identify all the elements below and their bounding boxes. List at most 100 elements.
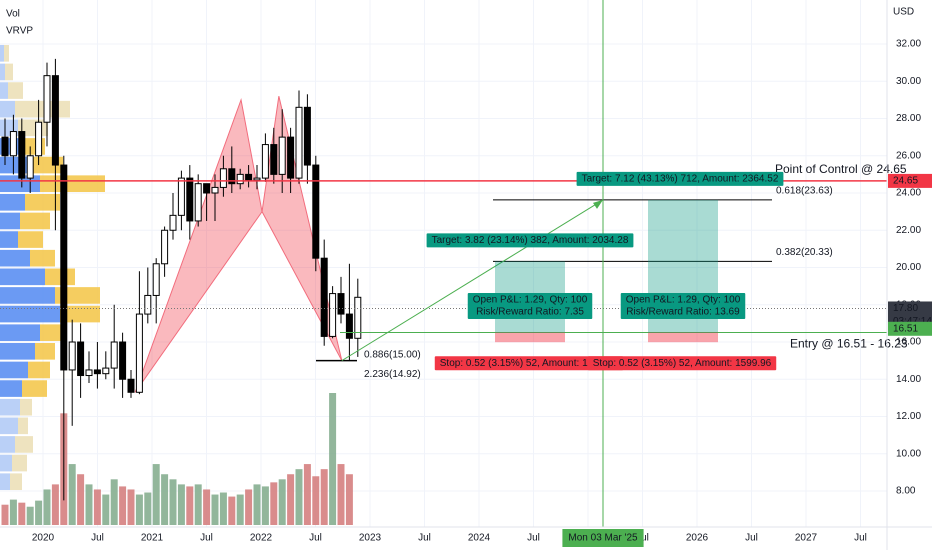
volume-bar — [236, 494, 244, 525]
y-tick-label: 28.00 — [896, 113, 921, 124]
profile-up — [0, 324, 40, 342]
volume-bar — [320, 469, 328, 525]
candle-body — [35, 121, 43, 157]
profile-down — [45, 268, 75, 286]
candle-body — [177, 177, 185, 216]
profile-down — [10, 473, 22, 491]
profile-down — [20, 212, 50, 230]
x-tick-label: 2021 — [141, 533, 164, 544]
profile-up — [0, 231, 18, 248]
projection-arrow — [341, 199, 604, 362]
volume-bar — [194, 484, 202, 525]
entry-badge-text: 16.51 — [893, 323, 918, 334]
candle-body — [110, 341, 118, 369]
label-text: Target: 7.12 (43.13%) 712, Amount: 2364.… — [582, 174, 779, 185]
profile-down — [30, 249, 55, 267]
volume-bar — [245, 489, 253, 525]
poc-badge-text: 24.65 — [893, 176, 918, 187]
stop-zone — [648, 332, 718, 343]
volume-bar — [1, 504, 9, 525]
label-text: Open P&L: 1.29, Qty: 100 — [473, 295, 588, 306]
candle-body — [161, 229, 169, 265]
indicator-label: Vol — [6, 9, 20, 20]
profile-down — [60, 305, 100, 323]
candle-body — [320, 257, 328, 337]
volume-bar — [9, 499, 17, 525]
profile-down — [20, 398, 32, 416]
profile-down — [40, 324, 65, 342]
countdown: 03:47:14 — [893, 316, 932, 327]
profile-up — [0, 398, 20, 416]
volume-bar — [85, 484, 93, 525]
profile-up — [0, 361, 28, 379]
x-tick-label: Jul — [91, 533, 104, 544]
candle-body — [287, 136, 295, 179]
profile-up — [0, 212, 20, 230]
volume-bar — [68, 464, 76, 525]
y-tick-label: 16.00 — [896, 337, 921, 348]
fib-level-label: 0.382(20.33) — [776, 247, 833, 258]
volume-bar — [127, 489, 135, 525]
profile-down — [12, 454, 27, 472]
entry-badge — [888, 321, 932, 336]
last-price-badge-text: 17.80 — [893, 303, 918, 314]
volume-bar — [219, 492, 227, 525]
profile-up — [0, 100, 15, 118]
x-tick-label: 2026 — [686, 533, 709, 544]
profile-up — [0, 63, 5, 81]
volume-bar — [278, 479, 286, 525]
volume-bar — [18, 502, 26, 525]
candle-body — [245, 173, 253, 181]
candle-body — [295, 106, 303, 179]
volume-bar — [203, 489, 211, 525]
profile-down — [22, 380, 47, 397]
candle-body — [270, 144, 278, 175]
candle-body — [354, 296, 362, 339]
profile-up — [0, 305, 60, 323]
y-tick-label: 26.00 — [896, 150, 921, 161]
volume-bar — [102, 494, 110, 525]
candle-body — [60, 164, 68, 371]
candle-body — [303, 106, 311, 166]
candle-body — [9, 131, 17, 157]
candle-body — [329, 293, 337, 337]
candle-body — [77, 341, 85, 377]
label-box — [620, 293, 746, 319]
fib-level-label: 0.618(23.63) — [776, 186, 833, 197]
profile-up — [0, 82, 8, 99]
candle-body — [85, 369, 93, 377]
candle-body — [144, 294, 152, 315]
volume-bar — [93, 489, 101, 525]
volume-bar — [295, 469, 303, 525]
candle-body — [194, 183, 202, 222]
poc-label: Point of Control @ 24.65 — [775, 162, 907, 176]
candle-body — [152, 263, 160, 296]
candle-body — [236, 173, 244, 185]
candle-body — [186, 177, 194, 222]
candle-body — [51, 75, 59, 166]
volume-bar — [43, 489, 51, 525]
profile-down — [18, 417, 28, 435]
label-box — [426, 233, 634, 248]
candle-body — [203, 183, 211, 194]
profile-up — [0, 249, 30, 267]
volume-bar — [169, 479, 177, 525]
profile-down — [25, 194, 60, 211]
profile-down — [18, 231, 43, 248]
label-box — [467, 293, 593, 319]
profile-up — [0, 287, 55, 304]
x-tick-label: 2020 — [32, 533, 55, 544]
label-text: Stop: 0.52 (3.15%) 52, Amount: 1599.96 — [593, 358, 772, 369]
indicator-label: VRVP — [6, 26, 33, 37]
y-tick-label: 8.00 — [896, 486, 916, 497]
volume-bar — [26, 506, 34, 525]
volume-bar — [152, 464, 160, 525]
volume-bar — [261, 486, 269, 525]
volume-bar — [228, 496, 236, 525]
profile-up — [0, 417, 18, 435]
y-tick-label: 24.00 — [896, 188, 921, 199]
x-tick-label: Jul — [854, 533, 867, 544]
volume-bar — [329, 393, 337, 525]
y-tick-label: 30.00 — [896, 76, 921, 87]
volume-bar — [51, 484, 59, 525]
